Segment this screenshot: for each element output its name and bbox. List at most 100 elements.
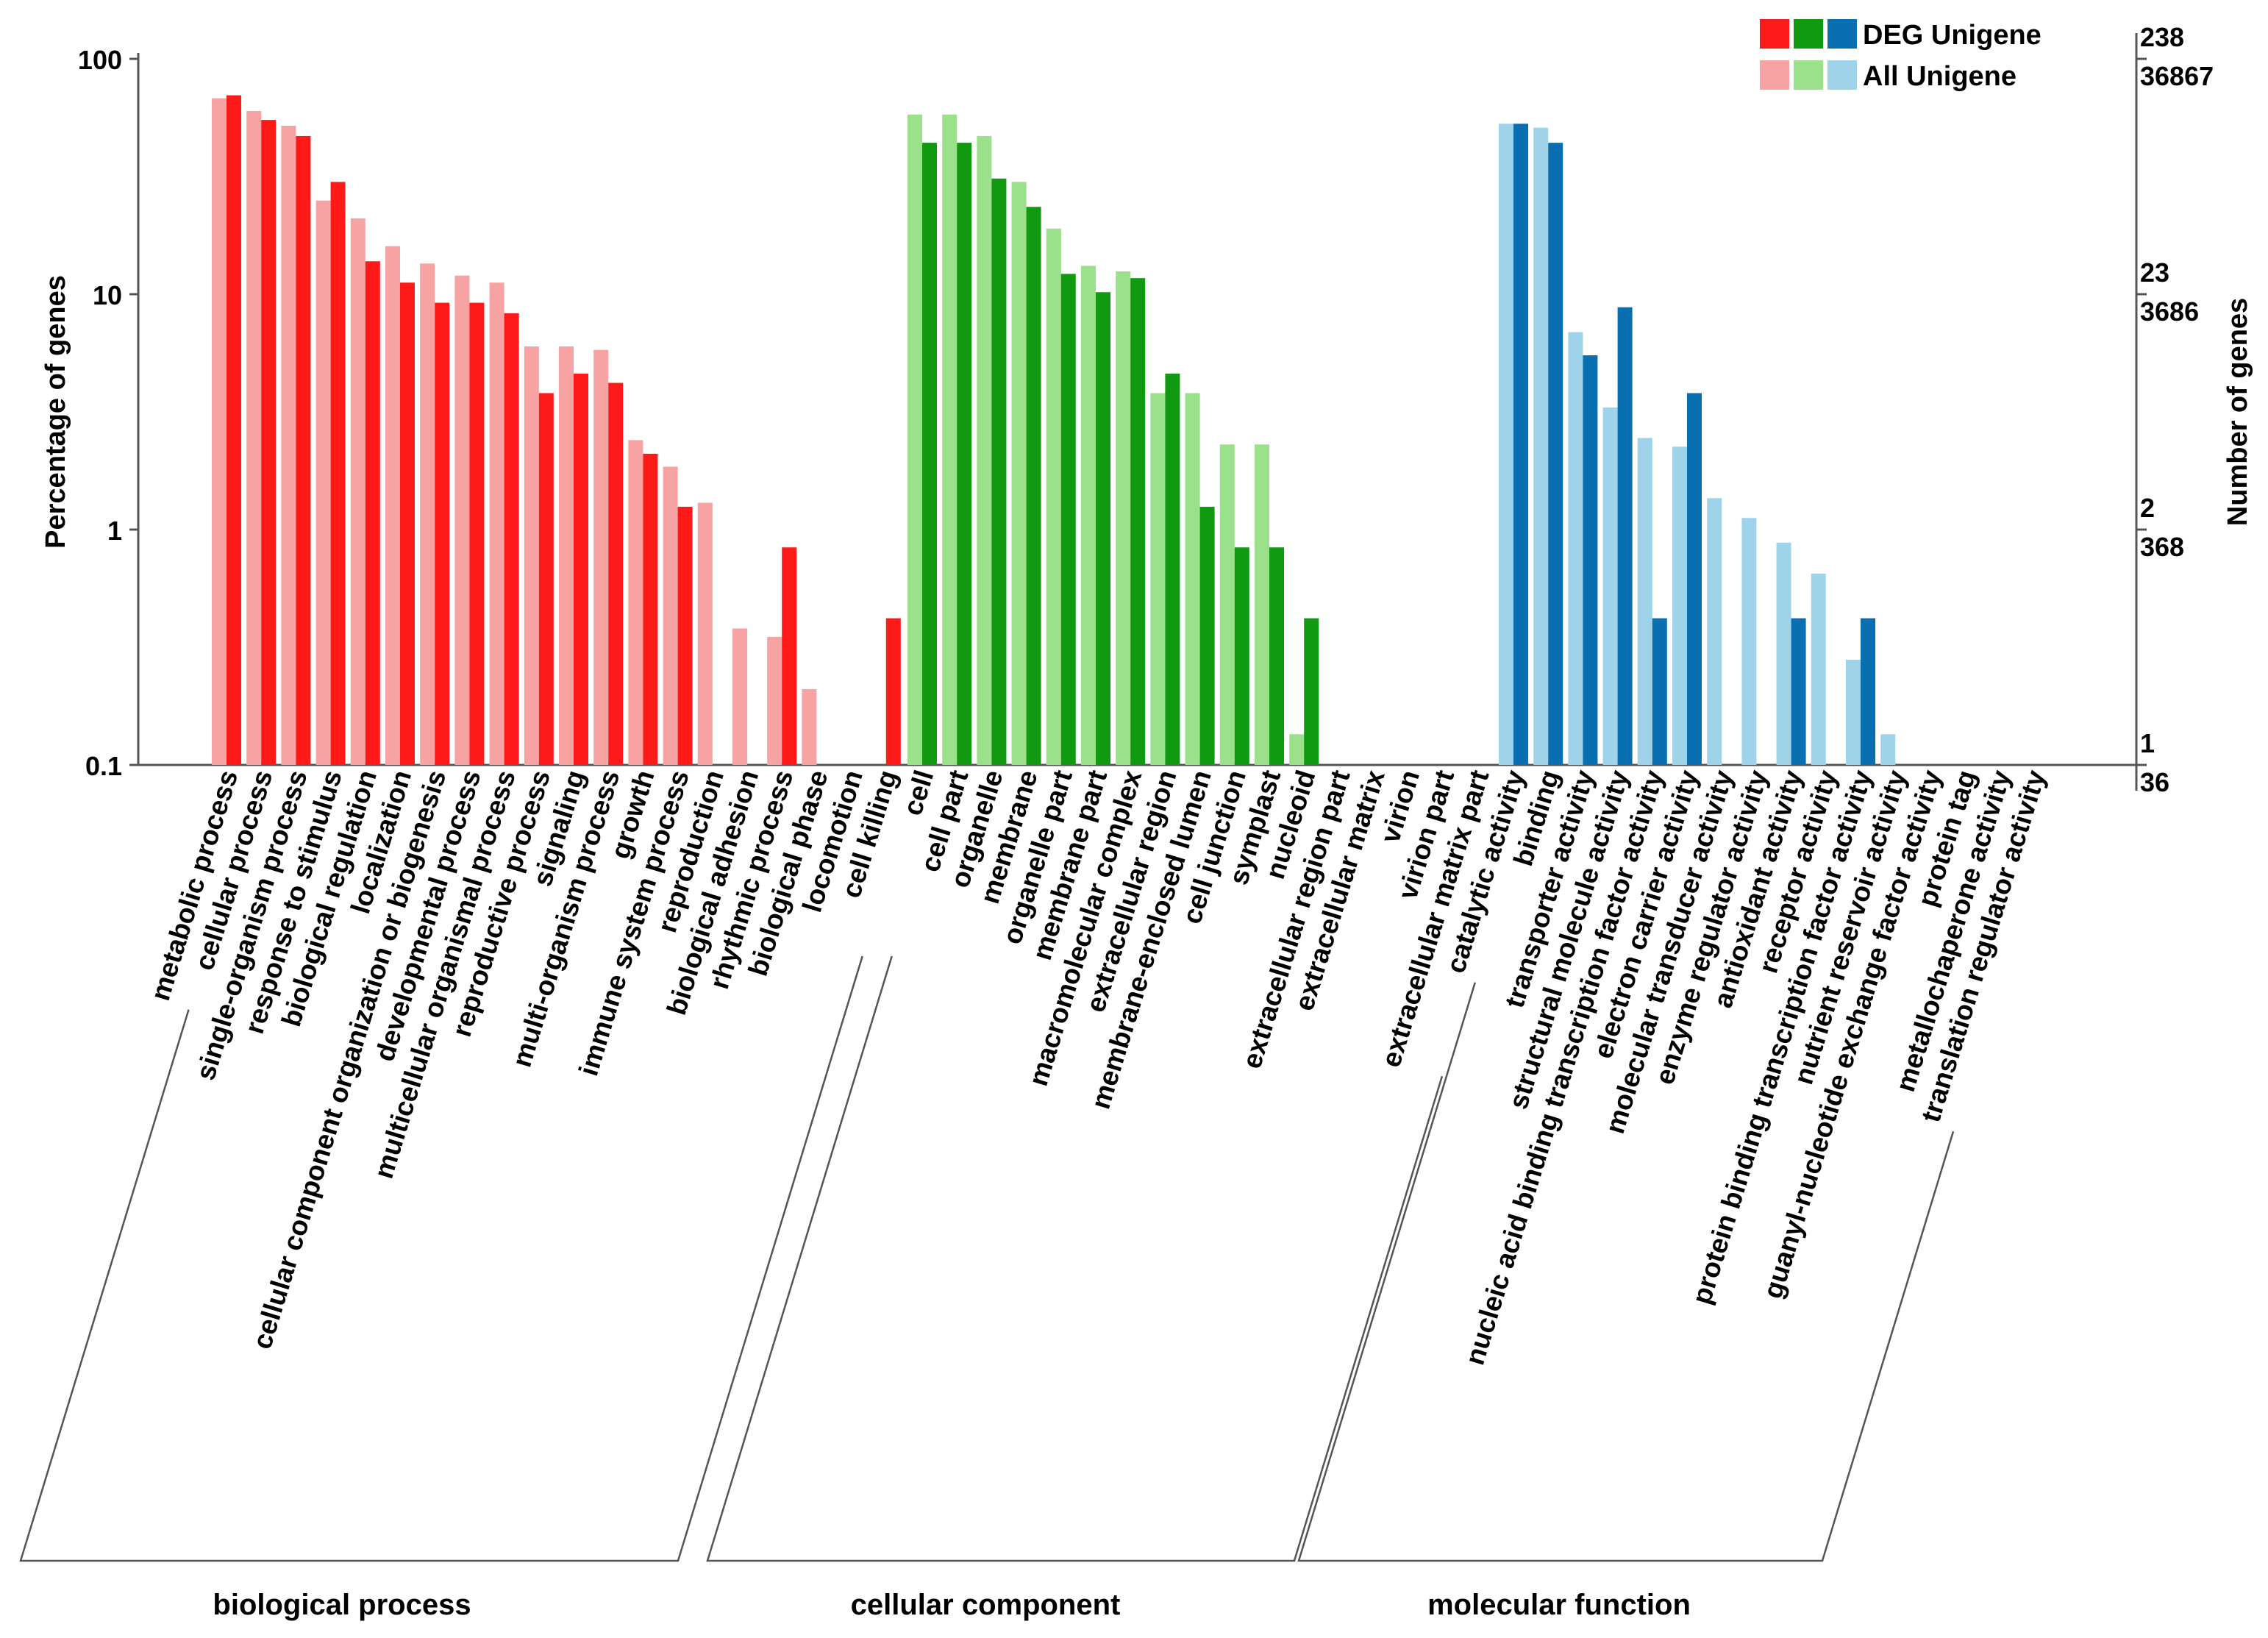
left-tick-label: 100 bbox=[78, 45, 122, 75]
bar-all-unigene bbox=[942, 114, 958, 765]
right-tick-label-deg: 23 bbox=[2140, 257, 2169, 288]
bar-deg-unigene bbox=[1687, 393, 1702, 765]
bar-deg-unigene bbox=[1304, 618, 1319, 765]
bar-deg-unigene bbox=[1617, 307, 1633, 766]
legend-swatch-all bbox=[1794, 60, 1823, 90]
bar-deg-unigene bbox=[1548, 143, 1563, 765]
bar-deg-unigene bbox=[261, 120, 277, 766]
bar-all-unigene bbox=[593, 349, 609, 766]
legend-swatch-all bbox=[1827, 60, 1857, 90]
bar-all-unigene bbox=[1602, 407, 1618, 765]
bar-deg-unigene bbox=[469, 302, 485, 765]
bar-deg-unigene bbox=[643, 453, 658, 765]
bar-all-unigene bbox=[1637, 438, 1652, 765]
bar-all-unigene bbox=[628, 440, 643, 765]
bar-deg-unigene bbox=[608, 382, 624, 765]
group-title: cellular component bbox=[851, 1589, 1121, 1621]
bar-all-unigene bbox=[1289, 734, 1305, 765]
legend-swatch-deg bbox=[1760, 19, 1789, 49]
bar-deg-unigene bbox=[1130, 278, 1146, 765]
group-bracket bbox=[706, 955, 1444, 1562]
left-axis-title: Percentage of genes bbox=[40, 275, 71, 549]
bar-all-unigene bbox=[1185, 393, 1200, 765]
bar-deg-unigene bbox=[1234, 547, 1249, 765]
bar-deg-unigene bbox=[1026, 207, 1041, 765]
bar-all-unigene bbox=[212, 98, 227, 765]
legend-swatch-deg bbox=[1827, 19, 1857, 49]
bar-deg-unigene bbox=[677, 506, 693, 765]
bar-deg-unigene bbox=[922, 143, 937, 765]
legend-label-all: All Unigene bbox=[1863, 61, 2016, 92]
bar-all-unigene bbox=[1846, 659, 1861, 765]
right-tick-label-all: 36867 bbox=[2140, 61, 2214, 91]
bar-deg-unigene bbox=[1165, 373, 1180, 765]
bar-all-unigene bbox=[281, 125, 296, 766]
bar-all-unigene bbox=[524, 346, 539, 766]
bar-all-unigene bbox=[385, 246, 400, 765]
bar-all-unigene bbox=[1046, 228, 1061, 766]
bar-all-unigene bbox=[1811, 573, 1826, 765]
bar-all-unigene bbox=[559, 346, 574, 766]
bar-deg-unigene bbox=[296, 135, 311, 765]
bar-deg-unigene bbox=[1269, 547, 1284, 765]
left-tick-label: 1 bbox=[107, 516, 122, 546]
bar-deg-unigene bbox=[227, 95, 241, 766]
bar-all-unigene bbox=[1776, 542, 1791, 765]
bar-all-unigene bbox=[767, 636, 782, 765]
group-bracket bbox=[19, 955, 863, 1562]
bar-deg-unigene bbox=[365, 261, 380, 766]
bar-deg-unigene bbox=[1652, 618, 1667, 765]
bar-all-unigene bbox=[1499, 124, 1513, 766]
bar-all-unigene bbox=[1672, 446, 1687, 765]
bar-all-unigene bbox=[977, 135, 992, 765]
bar-deg-unigene bbox=[400, 282, 415, 765]
bar-all-unigene bbox=[1880, 734, 1896, 765]
right-axis-title: Number of genes bbox=[2222, 298, 2253, 526]
right-tick-label-all: 3686 bbox=[2140, 296, 2199, 327]
bar-all-unigene bbox=[697, 502, 713, 765]
bar-all-unigene bbox=[1741, 518, 1757, 765]
bar-all-unigene bbox=[802, 688, 817, 765]
bar-deg-unigene bbox=[1513, 124, 1528, 766]
bar-deg-unigene bbox=[782, 547, 797, 765]
bar-all-unigene bbox=[1150, 393, 1166, 765]
bar-deg-unigene bbox=[504, 313, 519, 765]
group-title: biological process bbox=[213, 1589, 471, 1621]
left-tick-label: 10 bbox=[93, 280, 122, 310]
group-bracket bbox=[1297, 982, 1955, 1562]
bar-all-unigene bbox=[350, 218, 365, 765]
left-tick-label: 0.1 bbox=[85, 751, 122, 781]
bar-deg-unigene bbox=[574, 373, 588, 765]
legend-swatch-deg bbox=[1794, 19, 1823, 49]
bar-deg-unigene bbox=[1199, 506, 1215, 765]
right-tick-label-all: 368 bbox=[2140, 532, 2184, 562]
bar-all-unigene bbox=[1255, 444, 1269, 765]
right-tick-label-deg: 2 bbox=[2140, 493, 2155, 523]
bar-deg-unigene bbox=[1096, 292, 1110, 766]
group-title: molecular function bbox=[1427, 1589, 1691, 1621]
bar-all-unigene bbox=[315, 200, 331, 766]
right-tick-label-deg: 238 bbox=[2140, 22, 2184, 52]
bar-all-unigene bbox=[663, 466, 678, 765]
bar-all-unigene bbox=[489, 282, 504, 765]
legend-swatch-all bbox=[1760, 60, 1789, 90]
bar-all-unigene bbox=[1081, 266, 1096, 765]
bar-deg-unigene bbox=[1861, 618, 1875, 765]
bar-all-unigene bbox=[246, 110, 262, 766]
bar-deg-unigene bbox=[1791, 618, 1806, 765]
bar-all-unigene bbox=[907, 114, 922, 765]
bar-all-unigene bbox=[1707, 498, 1722, 765]
bar-all-unigene bbox=[1116, 271, 1131, 766]
bar-deg-unigene bbox=[991, 178, 1007, 765]
bar-deg-unigene bbox=[538, 393, 554, 765]
right-tick-label-deg: 1 bbox=[2140, 728, 2155, 758]
bar-all-unigene bbox=[1568, 332, 1583, 765]
bar-deg-unigene bbox=[330, 182, 346, 766]
legend-label-deg: DEG Unigene bbox=[1863, 20, 2041, 51]
bar-deg-unigene bbox=[1583, 355, 1598, 765]
bar-deg-unigene bbox=[957, 143, 972, 765]
bar-all-unigene bbox=[420, 263, 435, 765]
bar-all-unigene bbox=[1219, 444, 1235, 765]
